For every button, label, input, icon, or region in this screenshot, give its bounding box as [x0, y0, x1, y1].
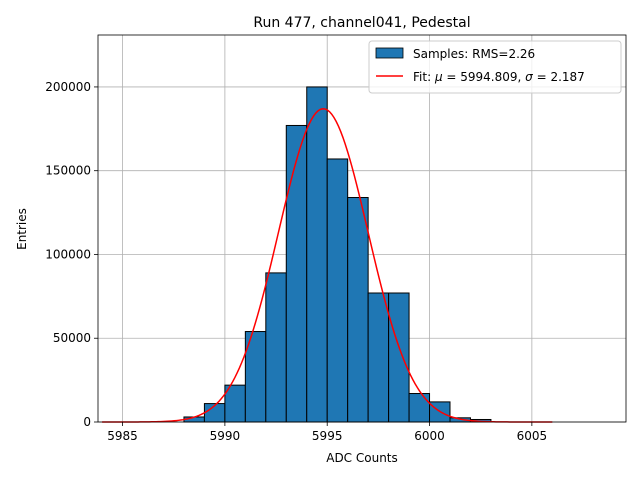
y-tick-label: 100000 — [45, 247, 91, 261]
histogram-bar — [326, 158, 349, 423]
legend-mu-symbol: μ — [434, 70, 443, 84]
histogram-bar — [347, 197, 369, 423]
histogram-bar — [265, 272, 287, 423]
histogram-bar — [388, 292, 410, 423]
legend-sigma-symbol: σ — [525, 70, 533, 84]
y-tick-label: 150000 — [45, 164, 91, 178]
chart-title: Run 477, channel041, Pedestal — [253, 15, 470, 31]
histogram-bar — [367, 292, 390, 423]
legend: Samples: RMS=2.26 Fit: μ = 5994.809, σ =… — [368, 40, 622, 94]
y-tick-label: 200000 — [45, 80, 91, 94]
legend-fit-label: Fit: μ = 5994.809, σ = 2.187 — [413, 70, 585, 84]
x-tick-label: 5990 — [210, 429, 241, 443]
y-axis-ticks: 0 50000 100000 150000 200000 — [45, 80, 98, 429]
x-axis-ticks: 5985 5990 5995 6000 6005 — [107, 422, 547, 443]
y-tick-label: 50000 — [53, 331, 91, 345]
legend-samples-swatch — [375, 47, 404, 59]
legend-samples-label: Samples: RMS=2.26 — [413, 47, 535, 61]
x-axis-label: ADC Counts — [326, 451, 398, 465]
axes-frame — [97, 34, 627, 423]
x-tick-label: 6005 — [517, 429, 548, 443]
legend-box — [368, 40, 622, 94]
legend-fit-prefix: Fit: — [413, 70, 435, 84]
x-tick-label: 6000 — [414, 429, 445, 443]
histogram-bars — [183, 86, 492, 423]
histogram-bar — [285, 124, 308, 423]
y-tick-label: 0 — [83, 415, 91, 429]
x-tick-label: 5985 — [107, 429, 138, 443]
histogram-bar — [306, 86, 328, 423]
histogram-bar — [408, 393, 431, 423]
x-tick-label: 5995 — [312, 429, 343, 443]
legend-fit-sigma: = 2.187 — [533, 70, 585, 84]
gaussian-fit-curve — [102, 107, 553, 423]
legend-fit-mu: = 5994.809, — [443, 70, 526, 84]
y-axis-label: Entries — [15, 208, 29, 250]
